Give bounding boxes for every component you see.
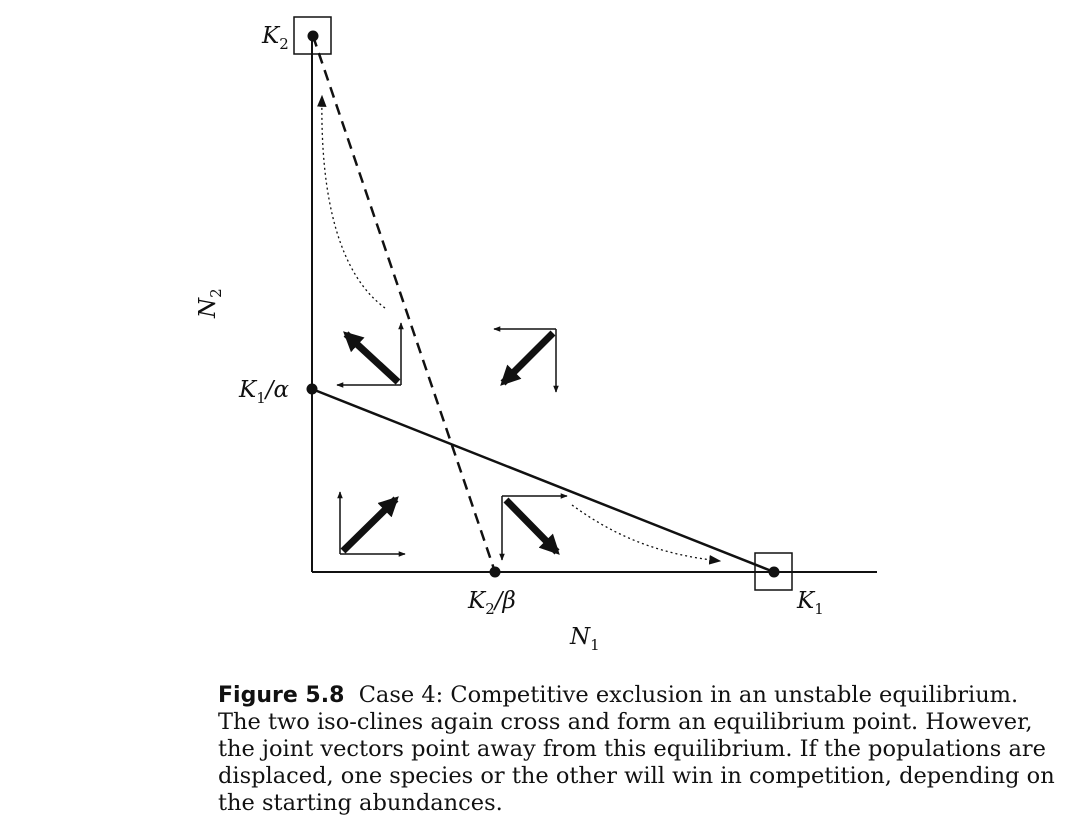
- trajectory-to-k1: [571, 504, 722, 565]
- y-axis-label: N2: [195, 288, 225, 319]
- k1-alpha-point: [306, 383, 318, 395]
- figure-caption: Figure 5.8 Case 4: Competitive exclusion…: [218, 682, 1068, 817]
- figure-number: Figure 5.8: [218, 683, 345, 708]
- k2-beta-point: [489, 566, 501, 578]
- species1-isocline: [311, 387, 775, 574]
- k1-alpha-label: K1/α: [238, 377, 289, 407]
- vector-group-upper-left: [336, 322, 404, 388]
- x-axis-label: N1: [569, 624, 600, 654]
- trajectory-to-k2: [316, 94, 386, 309]
- k2-top-label: K2: [261, 23, 289, 53]
- k2-beta-label: K2/β: [467, 588, 516, 618]
- k1-right-label: K1: [796, 588, 824, 618]
- vector-group-upper-right: [493, 326, 559, 393]
- k2-stable-box: [293, 16, 332, 55]
- species2-isocline: [311, 35, 497, 573]
- joint-vector-arrow: [340, 496, 399, 554]
- k2-top-point: [307, 30, 319, 42]
- caption-text: Case 4: Competitive exclusion in an unst…: [218, 682, 1055, 816]
- isocline-diagram: K2 K1/α K2/β K1 N1 N2: [195, 16, 877, 654]
- joint-vector-arrow: [500, 330, 556, 386]
- k1-right-point: [768, 566, 780, 578]
- joint-vector-arrow: [343, 331, 401, 385]
- k1-stable-box: [754, 552, 793, 591]
- vector-group-lower-right: [499, 493, 568, 561]
- joint-vector-arrow: [503, 497, 560, 555]
- vector-group-lower-left: [337, 491, 406, 557]
